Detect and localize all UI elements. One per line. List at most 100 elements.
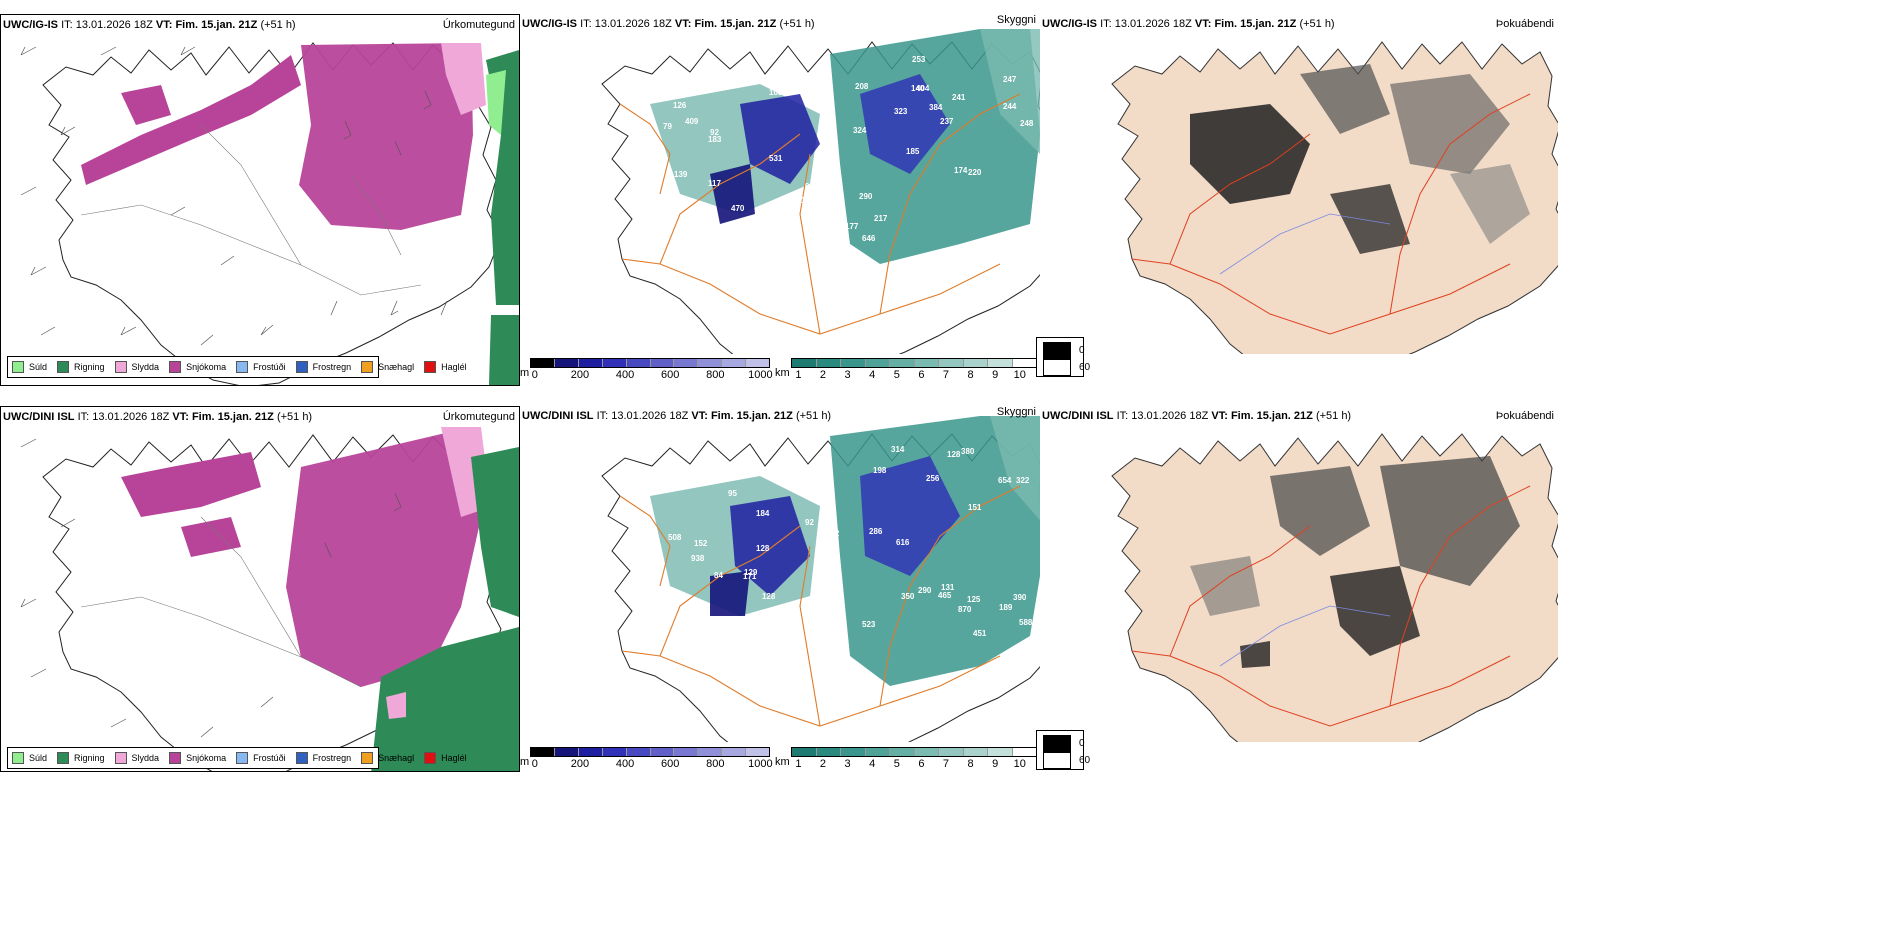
visibility-value-label: 129	[744, 568, 758, 577]
visibility-value-label: 646	[862, 234, 876, 243]
header-top-visibility: UWC/IG-IS IT: 13.01.2026 18Z VT: Fim. 15…	[522, 18, 815, 30]
visibility-value-label: 588	[1019, 618, 1033, 627]
panel-title: Skyggni	[996, 406, 1036, 418]
visibility-value-label: 470	[731, 204, 745, 213]
visibility-value-label: 404	[916, 84, 930, 93]
visibility-value-label: 938	[691, 554, 705, 563]
sleet-area	[441, 43, 486, 115]
visibility-value-label: 248	[1020, 119, 1034, 128]
colorbar-cell-2	[578, 748, 603, 756]
legend-swatch	[114, 752, 127, 764]
header-bottom-precip: UWC/DINI ISL IT: 13.01.2026 18Z VT: Fim.…	[3, 411, 313, 423]
visibility-value-label: 95	[728, 489, 737, 498]
snow-band	[81, 55, 301, 185]
fog-map-bottom	[1111, 433, 1558, 742]
legend-swatch	[169, 752, 182, 764]
colorbar-tick: 3	[844, 369, 851, 381]
lead-time: (+51 h)	[260, 19, 296, 31]
legend-swatch	[57, 752, 70, 764]
legend-label: Haglél	[441, 362, 467, 372]
visibility-value-label: 290	[918, 586, 932, 595]
colorbar-tick: 800	[706, 369, 725, 381]
legend-item-0: Súld	[12, 752, 47, 764]
visibility-value-label: 151	[968, 503, 982, 512]
colorbar-tick: 7	[942, 758, 950, 770]
colorbar-cell-8	[988, 748, 1013, 756]
visibility-value-label: 241	[952, 93, 966, 102]
visibility-colorbar: km 1 2 3 4 5 6 7 8 9 10	[775, 358, 1037, 382]
colorbar-cell-8	[988, 359, 1013, 367]
legend-item-4: Frostúði	[236, 361, 286, 373]
visibility-value-label: 128	[756, 544, 770, 553]
colorbar-cell-1	[816, 748, 841, 756]
legend-item-7: Haglél	[424, 752, 467, 764]
colorbar-tick: 1000	[748, 369, 773, 381]
visibility-value-label: 79	[663, 122, 672, 131]
colorbar-cell-2	[578, 359, 603, 367]
visibility-value-label: 108	[769, 88, 783, 97]
legend-label: Rigning	[74, 753, 105, 763]
colorbar-tick: 1	[795, 758, 802, 770]
visibility-value-label: 508	[668, 533, 682, 542]
colorbar-cell-8	[722, 359, 747, 367]
colorbar-cell-1	[554, 359, 579, 367]
visibility-value-label: 253	[912, 55, 926, 64]
colorbar-cell-7	[698, 359, 723, 367]
visibility-value-label: 323	[894, 107, 908, 116]
init-time: 13.01.2026 18Z	[75, 19, 153, 31]
colorbar-tick: 0	[531, 758, 538, 770]
visibility-value-label: 672	[1000, 231, 1014, 240]
roads	[80, 124, 422, 296]
legend-swatch	[236, 361, 249, 373]
fog-panel-top: UWC/IG-IS IT: 13.01.2026 18Z VT: Fim. 15…	[1040, 14, 1558, 390]
drizzle-area	[486, 70, 506, 135]
colorbar-tick: 200	[570, 758, 590, 770]
colorbar-cell-6	[939, 359, 964, 367]
colorbar-cell-5	[650, 748, 675, 756]
visibility-map-top: 672 324 247 185 241 646 140 384 290 323 177 217 404 2…	[601, 29, 1040, 354]
visibility-value-label: 870	[958, 605, 972, 614]
fog-legend-bottom: 0 60	[1036, 730, 1090, 770]
visibility-value-label: 126	[673, 101, 687, 110]
visibility-value-label: 654	[998, 476, 1012, 485]
colorbar-cell-3	[602, 748, 627, 756]
legend-label: Snæhagl	[378, 362, 415, 372]
visibility-value-label: 84	[714, 571, 723, 580]
precip-map-top	[20, 42, 519, 385]
colorbar-tick: 600	[660, 369, 680, 381]
colorbar-cell-0	[531, 359, 555, 367]
legend-item-7: Haglél	[424, 361, 467, 373]
visibility-value-label: 380	[961, 447, 975, 456]
colorbar-cell-7	[963, 748, 988, 756]
colorbar-cell-0	[792, 748, 817, 756]
legend-label: Slydda	[131, 362, 160, 372]
rain-area	[486, 50, 519, 305]
legend-label: Frostúði	[253, 753, 286, 763]
colorbar-tick: 6	[918, 369, 925, 381]
visibility-value-label: 128	[947, 450, 961, 459]
colorbar-tick: 5	[893, 369, 900, 381]
legend-label: Frostregn	[312, 753, 352, 763]
legend-swatch	[361, 361, 374, 373]
ceiling-colorbar: m 0 200 400 600 800 1000	[520, 747, 773, 771]
colorbar-cell-5	[914, 748, 939, 756]
visibility-value-label: 128	[762, 592, 776, 601]
panel-title: Skyggni	[996, 14, 1036, 26]
visibility-value-label: 198	[873, 466, 887, 475]
colorbar-tick: 9	[992, 758, 999, 770]
visibility-value-label: 92	[710, 128, 719, 137]
legend-swatch	[361, 752, 374, 764]
visibility-value-label: 193	[644, 477, 658, 486]
fog-map-top	[1111, 41, 1558, 354]
visibility-value-label: 152	[694, 539, 708, 548]
wind-barbs	[20, 46, 448, 346]
colorbar-cell-6	[674, 748, 699, 756]
visibility-value-label: 324	[853, 126, 867, 135]
colorbar-cell-9	[746, 748, 770, 756]
visibility-value-label: 231	[792, 196, 806, 205]
panel-title: Úrkomutegund	[442, 19, 515, 31]
legend-label: Súld	[29, 362, 48, 372]
colorbar-tick: 1000	[748, 758, 773, 770]
colorbar-tick: 0	[531, 369, 538, 381]
colorbar-tick: 1	[795, 369, 802, 381]
